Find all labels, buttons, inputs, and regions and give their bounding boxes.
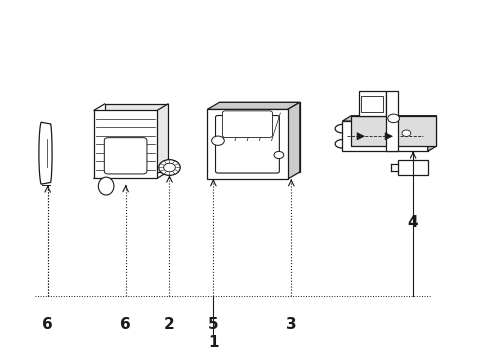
Circle shape (159, 159, 180, 175)
Polygon shape (288, 102, 300, 179)
Polygon shape (359, 91, 386, 116)
Polygon shape (428, 116, 437, 152)
Polygon shape (207, 102, 300, 109)
Polygon shape (351, 116, 437, 146)
Circle shape (388, 114, 399, 123)
Text: 2: 2 (164, 317, 175, 332)
Polygon shape (357, 133, 365, 140)
Polygon shape (343, 116, 437, 121)
Polygon shape (386, 91, 398, 152)
Text: 3: 3 (286, 317, 296, 332)
Circle shape (164, 163, 175, 172)
Circle shape (402, 130, 411, 136)
Text: 4: 4 (408, 215, 418, 230)
Polygon shape (220, 102, 300, 172)
Polygon shape (98, 177, 114, 195)
Circle shape (212, 136, 224, 145)
Polygon shape (385, 133, 392, 140)
Text: 1: 1 (208, 335, 219, 350)
FancyBboxPatch shape (207, 109, 288, 179)
Text: 5: 5 (208, 317, 219, 332)
Text: 6: 6 (120, 317, 131, 332)
Polygon shape (39, 122, 52, 184)
Polygon shape (398, 160, 428, 175)
Polygon shape (343, 121, 428, 152)
FancyBboxPatch shape (222, 111, 272, 138)
Polygon shape (105, 104, 168, 172)
Text: 6: 6 (42, 317, 53, 332)
Circle shape (274, 152, 284, 158)
FancyBboxPatch shape (104, 138, 147, 174)
FancyBboxPatch shape (216, 116, 279, 173)
Polygon shape (94, 111, 157, 178)
FancyBboxPatch shape (361, 96, 383, 112)
